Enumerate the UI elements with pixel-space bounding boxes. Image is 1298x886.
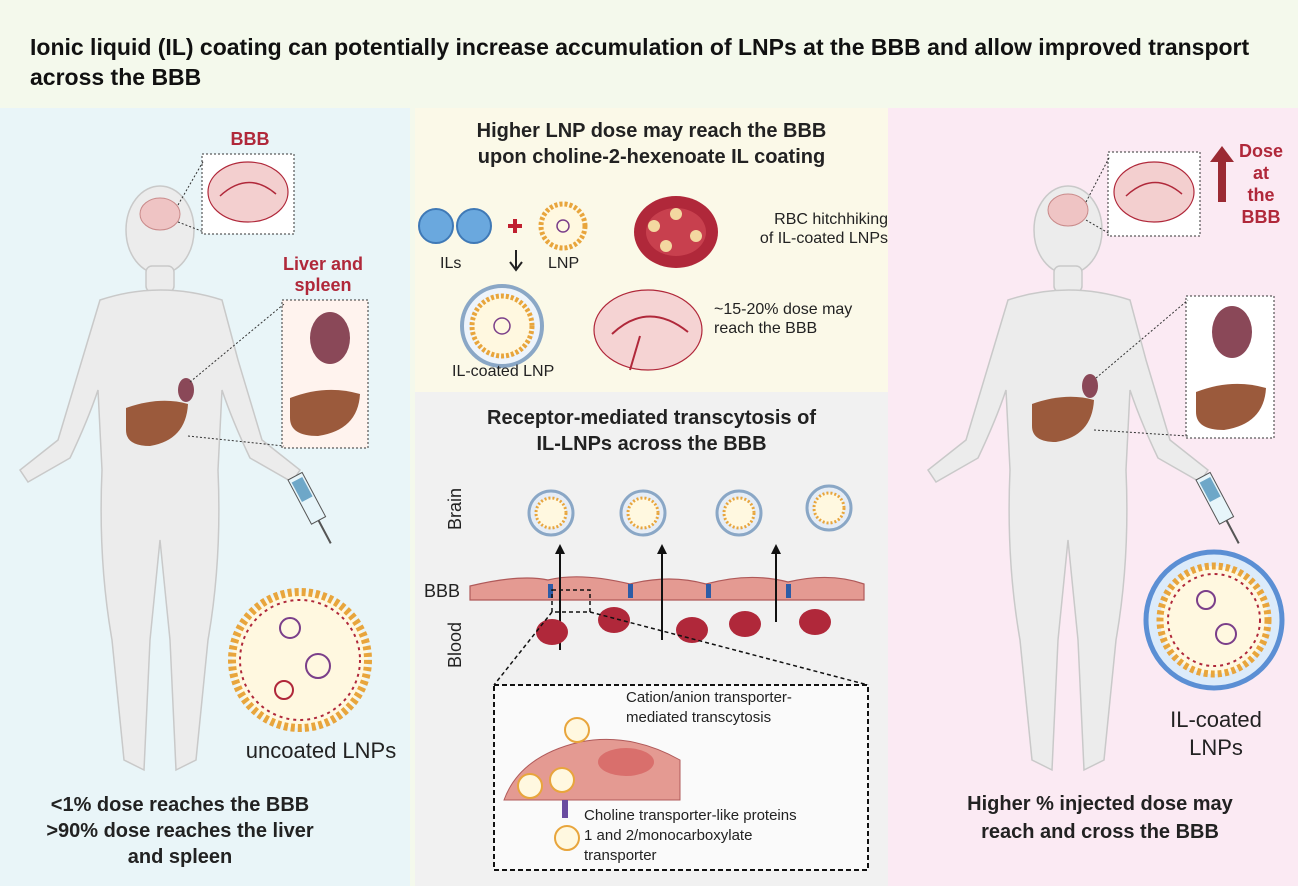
rbc-cell-icon	[598, 607, 630, 633]
right-particle-line-1: IL-coated	[1170, 707, 1262, 732]
left-uncoated-lnp-icon	[228, 588, 372, 732]
lnp-label: LNP	[548, 255, 580, 272]
cation-anion-label: Cation/anion transporter- mediated trans…	[626, 688, 856, 728]
blood-side-text: Blood	[445, 621, 465, 668]
dose-reach-label: ~15-20% dose may reach the BBB	[714, 300, 886, 338]
rbc-label-line-2: of IL-coated LNPs	[759, 230, 888, 247]
left-bbb-label: BBB	[230, 129, 270, 149]
lnp-particle-icon	[619, 489, 667, 537]
left-liver-icon	[126, 400, 188, 446]
bbb-endothelial-layer	[469, 576, 865, 601]
right-summary-line-1: Higher % injected dose may	[967, 793, 1233, 815]
bbb-layer-label: BBB	[424, 581, 461, 601]
right-il-coated-lnp-icon	[1143, 549, 1285, 691]
inset-label-1-line-2: mediated transcytosis	[626, 709, 772, 726]
right-liver-icon	[1032, 396, 1094, 442]
rbc-cell-icon	[676, 617, 708, 643]
rbc-cell-icon	[536, 619, 568, 645]
lnp-particle-icon	[805, 484, 853, 532]
choline-transporter-label: Choline transporter-like proteins 1 and …	[584, 806, 862, 866]
il-coated-lnp-label: IL-coated LNP	[452, 363, 555, 380]
left-spleen-icon	[178, 378, 194, 402]
middle-bottom-heading: Receptor-mediated transcytosis of IL-LNP…	[420, 405, 883, 457]
brain-side-lnps	[527, 484, 853, 537]
ils-label: ILs	[440, 255, 462, 272]
lnp-icon	[538, 201, 588, 251]
rbc-label-line-1: RBC hitchhiking	[774, 211, 888, 228]
right-spleen-icon	[1082, 374, 1098, 398]
dose-up-arrow-icon	[1210, 146, 1234, 202]
right-summary-line-2: reach and cross the BBB	[981, 821, 1219, 843]
figure-title: Ionic liquid (IL) coating can potentiall…	[30, 34, 1250, 90]
middle-top-heading-line-1: Higher LNP dose may reach the BBB	[476, 120, 827, 142]
middle-bottom-heading-line-2: IL-LNPs across the BBB	[536, 433, 767, 455]
left-syringe-icon	[287, 471, 332, 544]
middle-top-heading-line-2: upon choline-2-hexenoate IL coating	[477, 146, 826, 168]
right-brain-detail-icon	[1113, 161, 1195, 223]
down-arrow-icon	[509, 250, 523, 272]
il-droplet-icon	[418, 208, 454, 244]
right-particle-label: IL-coated LNPs	[1146, 706, 1286, 762]
right-dose-line-3: the	[1247, 185, 1275, 205]
rbc-cell-icon	[729, 611, 761, 637]
rbc-icon	[634, 196, 718, 268]
inset-label-2-line-1: Choline transporter-like proteins	[584, 807, 797, 824]
inset-label-1-line-1: Cation/anion transporter-	[626, 689, 792, 706]
il-coated-lnp-icon	[460, 284, 544, 368]
brain-side-label: Brain	[445, 487, 465, 530]
right-brain-icon	[1047, 193, 1089, 227]
rbc-hitchhiking-label: RBC hitchhiking of IL-coated LNPs	[740, 210, 888, 248]
left-brain-detail-icon	[207, 161, 289, 223]
right-dose-line-1: Dose	[1238, 141, 1283, 161]
inset-label-2-line-3: transporter	[584, 847, 657, 864]
right-dose-label: Dose at the BBB	[1232, 140, 1290, 228]
right-dose-line-4: BBB	[1241, 207, 1281, 227]
blood-side-label: Blood	[445, 621, 465, 668]
inset-label-2-line-2: 1 and 2/monocarboxylate	[584, 827, 753, 844]
right-syringe-icon	[1195, 471, 1240, 544]
transporter-icon	[562, 800, 568, 818]
brain-side-text: Brain	[445, 487, 465, 530]
plus-icon	[508, 219, 522, 233]
left-summary-line-2: >90% dose reaches the liver	[46, 820, 314, 842]
left-summary-line-1: <1% dose reaches the BBB	[50, 794, 310, 816]
right-dose-line-2: at	[1252, 163, 1269, 183]
right-particle-line-2: LNPs	[1189, 735, 1243, 760]
left-particle-label: uncoated LNPs	[245, 738, 397, 763]
rbc-cell-icon	[799, 609, 831, 635]
left-organs-label: Liver and spleen	[282, 254, 364, 295]
lnp-particle-icon	[715, 489, 763, 537]
left-summary: <1% dose reaches the BBB >90% dose reach…	[0, 792, 360, 870]
left-summary-line-3: and spleen	[127, 846, 233, 868]
middle-top-heading: Higher LNP dose may reach the BBB upon c…	[420, 118, 883, 170]
il-droplet-icon	[456, 208, 492, 244]
left-brain-icon	[139, 197, 181, 231]
dose-label-line-2: reach the BBB	[714, 320, 818, 337]
dose-label-line-1: ~15-20% dose may	[714, 301, 853, 318]
mid-brain-icon	[593, 289, 703, 371]
right-summary: Higher % injected dose may reach and cro…	[920, 790, 1280, 846]
middle-bottom-heading-line-1: Receptor-mediated transcytosis of	[487, 407, 816, 429]
lnp-particle-icon	[527, 489, 575, 537]
